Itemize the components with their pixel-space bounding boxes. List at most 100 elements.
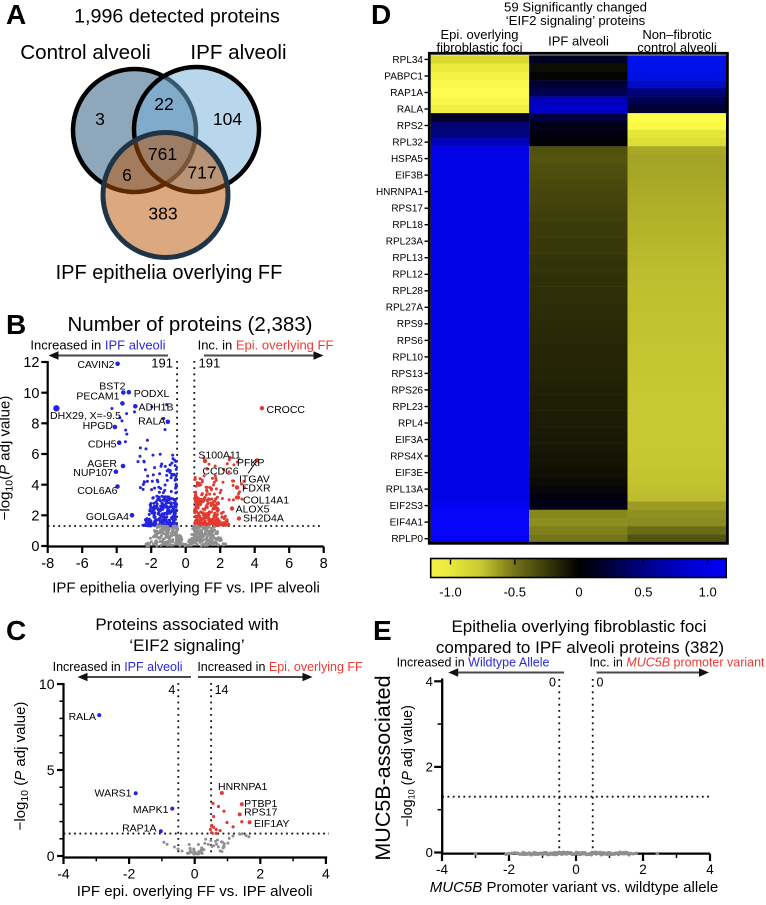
- svg-text:191: 191: [199, 356, 221, 371]
- svg-text:0: 0: [597, 676, 604, 690]
- svg-text:EIF2S3: EIF2S3: [390, 501, 424, 512]
- svg-text:RPS9: RPS9: [397, 319, 424, 330]
- svg-text:IPF epithelia overlying FF vs.: IPF epithelia overlying FF vs. IPF alveo…: [52, 580, 320, 597]
- svg-text:-1.0: -1.0: [439, 585, 461, 600]
- svg-text:COL14A1: COL14A1: [243, 495, 289, 507]
- svg-text:CCDC6: CCDC6: [202, 466, 238, 478]
- svg-text:IPF epithelia overlying FF: IPF epithelia overlying FF: [56, 262, 283, 284]
- svg-text:6: 6: [285, 556, 293, 572]
- svg-text:C: C: [6, 615, 26, 646]
- svg-text:191: 191: [151, 356, 173, 371]
- svg-text:22: 22: [154, 94, 173, 114]
- svg-text:14: 14: [215, 683, 229, 697]
- svg-text:DHX29, X=-9.5: DHX29, X=-9.5: [50, 410, 121, 422]
- svg-text:RPL34: RPL34: [392, 55, 423, 66]
- svg-text:104: 104: [213, 109, 242, 129]
- svg-text:HNRNPA1: HNRNPA1: [218, 781, 268, 793]
- svg-text:PFKP: PFKP: [237, 457, 264, 469]
- svg-text:0.5: 0.5: [634, 585, 652, 600]
- svg-text:RPL10: RPL10: [392, 352, 423, 363]
- svg-text:RALA: RALA: [397, 104, 423, 115]
- svg-text:RAP1A: RAP1A: [122, 823, 156, 835]
- svg-text:SH2D4A: SH2D4A: [243, 513, 284, 525]
- svg-text:0: 0: [549, 676, 556, 690]
- svg-text:8: 8: [31, 416, 39, 432]
- svg-text:‘EIF2 signaling’: ‘EIF2 signaling’: [129, 636, 244, 655]
- svg-text:compared to IPF alveoli protei: compared to IPF alveoli proteins (382): [436, 638, 724, 657]
- svg-text:S100A11: S100A11: [198, 450, 241, 462]
- svg-text:4: 4: [168, 683, 175, 697]
- svg-text:RPL27A: RPL27A: [386, 303, 424, 314]
- svg-text:4: 4: [426, 674, 433, 689]
- svg-text:Increased in IPF alveoli: Increased in IPF alveoli: [30, 338, 165, 353]
- svg-text:-2: -2: [145, 556, 158, 572]
- svg-text:Inc. in MUC5B promoter variant: Inc. in MUC5B promoter variant: [589, 656, 765, 670]
- svg-text:PTBP1: PTBP1: [244, 798, 277, 810]
- svg-text:RPL4: RPL4: [398, 418, 423, 429]
- svg-text:RAP1A: RAP1A: [390, 88, 423, 99]
- svg-text:BST2: BST2: [99, 381, 125, 393]
- svg-text:4: 4: [706, 862, 714, 877]
- svg-text:10: 10: [39, 676, 55, 692]
- svg-text:1,996 detected proteins: 1,996 detected proteins: [74, 6, 280, 28]
- svg-text:RPL12: RPL12: [392, 270, 423, 281]
- svg-text:-0.5: -0.5: [504, 585, 526, 600]
- svg-text:12: 12: [23, 355, 39, 371]
- svg-text:0: 0: [426, 845, 433, 860]
- svg-text:FDXR: FDXR: [242, 483, 271, 495]
- svg-text:Increased in IPF alveoli: Increased in IPF alveoli: [53, 660, 183, 674]
- svg-text:EIF3E: EIF3E: [395, 468, 423, 479]
- svg-text:‘EIF2 signaling’ proteins: ‘EIF2 signaling’ proteins: [506, 13, 646, 28]
- svg-text:6: 6: [31, 447, 39, 463]
- svg-text:RPS4X: RPS4X: [390, 451, 423, 462]
- svg-text:6: 6: [122, 165, 132, 185]
- svg-text:ITGAV: ITGAV: [239, 474, 270, 486]
- svg-text:383: 383: [148, 204, 177, 224]
- svg-text:0: 0: [572, 862, 580, 877]
- svg-text:2: 2: [31, 508, 39, 524]
- svg-text:-6: -6: [76, 556, 89, 572]
- svg-text:PABPC1: PABPC1: [384, 71, 423, 82]
- svg-text:RALA: RALA: [138, 416, 165, 428]
- svg-text:PECAM1: PECAM1: [76, 391, 119, 403]
- svg-text:0: 0: [182, 556, 190, 572]
- svg-text:ALOX5: ALOX5: [236, 504, 270, 516]
- svg-text:ADH1B: ADH1B: [139, 402, 174, 414]
- svg-text:NUP107: NUP107: [73, 467, 113, 479]
- svg-text:2: 2: [256, 866, 264, 882]
- svg-text:RPS26: RPS26: [391, 385, 423, 396]
- svg-text:EIF3A: EIF3A: [395, 435, 423, 446]
- svg-text:EIF3B: EIF3B: [395, 171, 423, 182]
- svg-text:2: 2: [216, 556, 224, 572]
- svg-text:717: 717: [187, 163, 216, 183]
- svg-text:5: 5: [47, 762, 55, 778]
- svg-text:D: D: [371, 0, 391, 30]
- svg-text:−log10 (P adj value): −log10 (P adj value): [400, 705, 417, 827]
- svg-text:-2: -2: [123, 866, 136, 882]
- svg-text:RPS13: RPS13: [391, 369, 423, 380]
- svg-text:4: 4: [322, 866, 330, 882]
- svg-text:RPL18: RPL18: [392, 220, 423, 231]
- svg-text:AGER: AGER: [87, 458, 117, 470]
- svg-text:control alveoli: control alveoli: [637, 40, 717, 55]
- svg-text:MUC5B-associated: MUC5B-associated: [371, 675, 395, 860]
- svg-text:10: 10: [23, 386, 39, 402]
- svg-text:RPL13: RPL13: [392, 253, 423, 264]
- svg-text:RPS17: RPS17: [391, 204, 423, 215]
- svg-text:2: 2: [426, 760, 433, 775]
- svg-text:Non–fibrotic: Non–fibrotic: [642, 27, 712, 42]
- svg-text:IPF epi. overlying FF vs. IPF: IPF epi. overlying FF vs. IPF alveoli: [77, 883, 313, 900]
- svg-text:RPS6: RPS6: [397, 336, 424, 347]
- svg-text:-4: -4: [436, 862, 448, 877]
- svg-text:Increased in Wildtype Allele: Increased in Wildtype Allele: [397, 656, 550, 670]
- svg-text:0: 0: [31, 539, 39, 555]
- svg-text:-4: -4: [57, 866, 70, 882]
- svg-text:Control alveoli: Control alveoli: [20, 41, 151, 64]
- svg-text:RPL13A: RPL13A: [386, 485, 424, 496]
- svg-text:761: 761: [148, 144, 177, 164]
- svg-text:3: 3: [95, 109, 105, 129]
- svg-text:RPL32: RPL32: [392, 138, 423, 149]
- svg-text:-8: -8: [41, 556, 54, 572]
- svg-text:0: 0: [575, 585, 582, 600]
- svg-text:COL6A6: COL6A6: [77, 485, 117, 497]
